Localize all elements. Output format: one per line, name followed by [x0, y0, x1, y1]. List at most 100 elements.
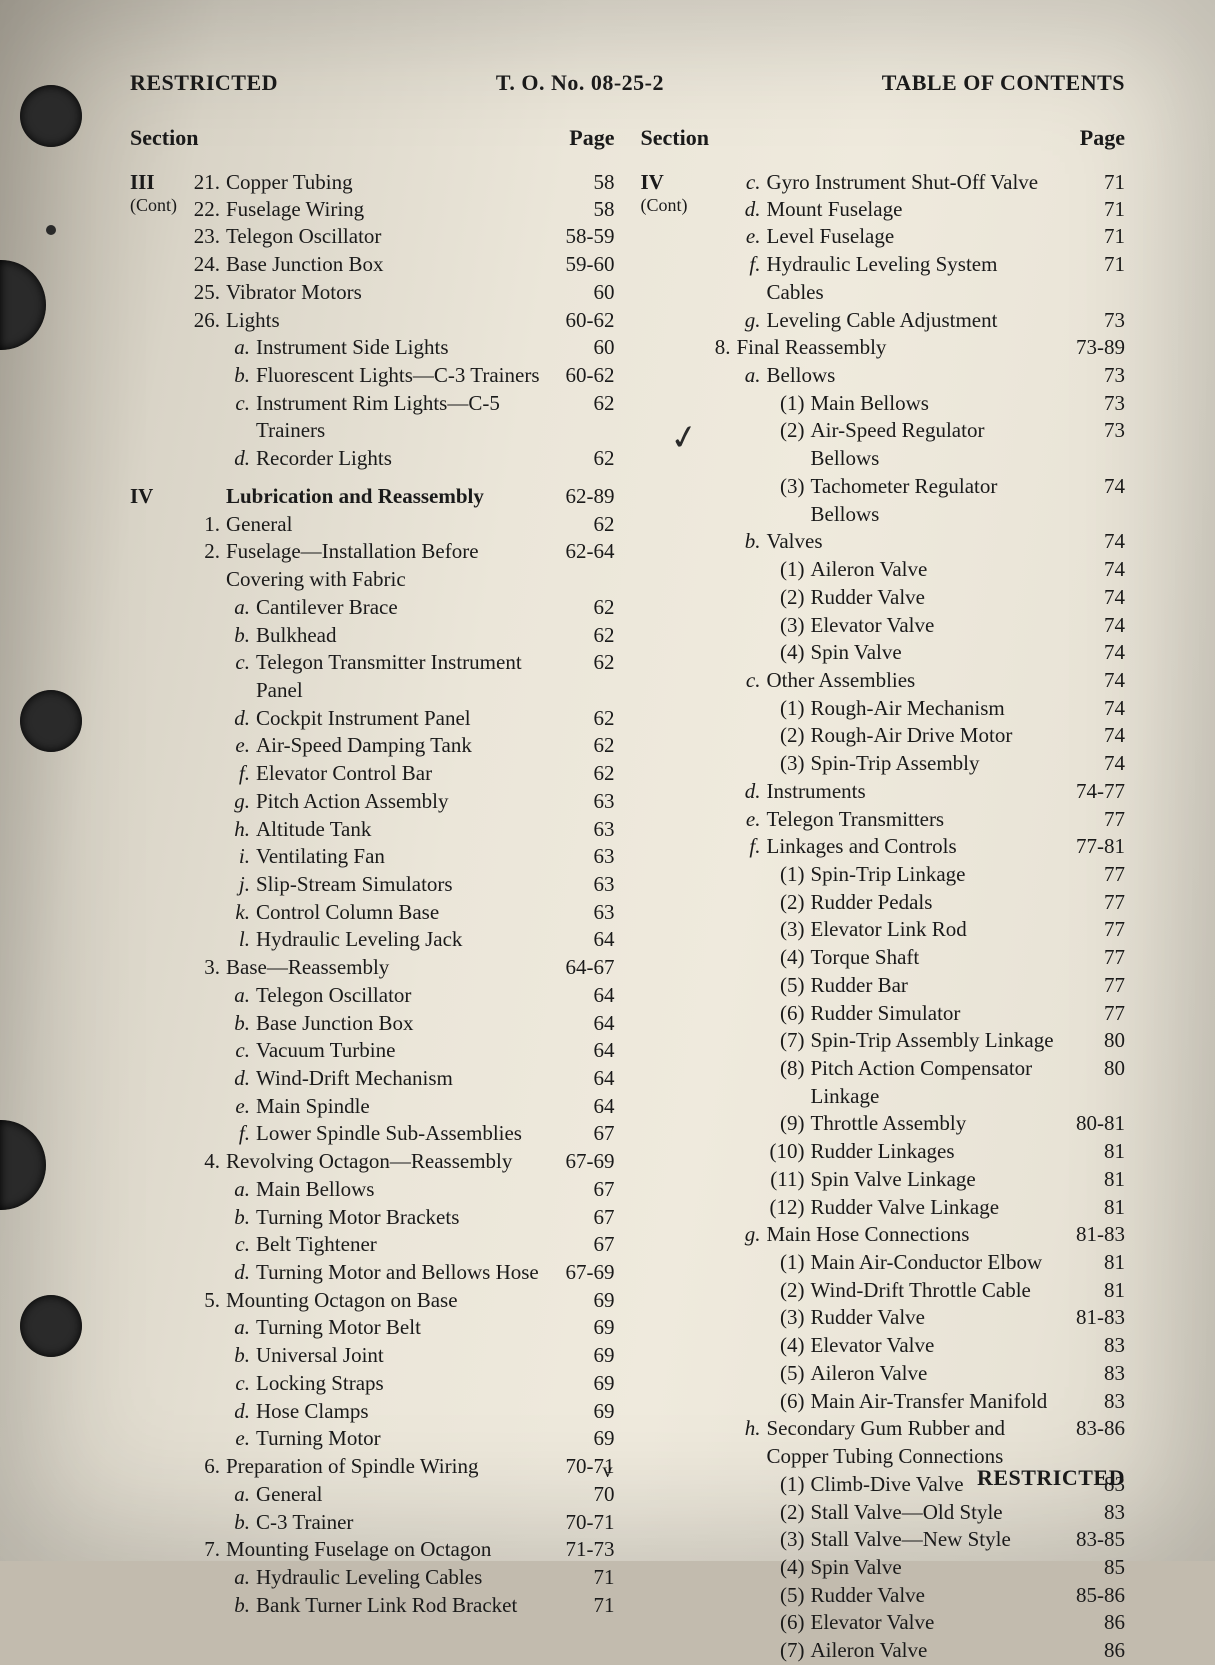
toc-label: Torque Shaft: [811, 944, 1064, 972]
toc-page: 69: [553, 1314, 615, 1342]
toc-label: Turning Motor and Bellows Hose: [256, 1259, 553, 1287]
toc-subletter: g.: [226, 788, 256, 816]
toc-label: Lights: [226, 307, 553, 335]
toc-page: 81-83: [1063, 1304, 1125, 1332]
toc-subletter: c.: [226, 649, 256, 677]
toc-entry: (4)Torque Shaft77: [641, 944, 1126, 972]
toc-entry: (1)Aileron Valve74: [641, 556, 1126, 584]
toc-subletter: h.: [226, 816, 256, 844]
toc-page: 71: [1063, 196, 1125, 224]
toc-subletter: d.: [737, 778, 767, 806]
toc-page: 77: [1063, 861, 1125, 889]
toc-subnumber: (4): [767, 639, 811, 667]
toc-label: Bulkhead: [256, 622, 553, 650]
toc-page: 77: [1063, 889, 1125, 917]
toc-entry: (11)Spin Valve Linkage81: [641, 1166, 1126, 1194]
toc-section-roman: IV: [641, 169, 701, 197]
toc-subnumber: (5): [767, 1360, 811, 1388]
toc-page: 62: [553, 705, 615, 733]
toc-subletter: b.: [226, 1592, 256, 1620]
toc-entry: 4.Revolving Octagon—Reassembly67-69: [130, 1148, 615, 1176]
toc-entry: (2)Wind-Drift Throttle Cable81: [641, 1277, 1126, 1305]
header-title: TABLE OF CONTENTS: [882, 70, 1125, 96]
toc-label: Rough-Air Drive Motor: [811, 722, 1064, 750]
toc-label: Hydraulic Leveling Cables: [256, 1564, 553, 1592]
toc-label: Hydraulic Leveling Jack: [256, 926, 553, 954]
toc-entry: b.Valves74: [641, 528, 1126, 556]
toc-page: 71: [553, 1592, 615, 1620]
toc-label: Base Junction Box: [226, 251, 553, 279]
toc-label: Copper Tubing: [226, 169, 553, 197]
toc-number: 5.: [190, 1287, 226, 1315]
toc-subnumber: (2): [767, 417, 811, 445]
toc-entry: 24.Base Junction Box59-60: [130, 251, 615, 279]
toc-page: 83: [1063, 1360, 1125, 1388]
toc-entry: (1)Rough-Air Mechanism74: [641, 695, 1126, 723]
toc-subletter: a.: [226, 1564, 256, 1592]
toc-page: 69: [553, 1342, 615, 1370]
toc-page: 74: [1063, 584, 1125, 612]
toc-page: 64: [553, 1010, 615, 1038]
toc-page: 73-89: [1063, 334, 1125, 362]
toc-page: 60-62: [553, 362, 615, 390]
toc-page: 70-71: [553, 1509, 615, 1537]
toc-subnumber: (3): [767, 750, 811, 778]
toc-page: 64: [553, 926, 615, 954]
toc-subletter: f.: [737, 251, 767, 279]
toc-label: Spin Valve: [811, 1554, 1064, 1582]
toc-entry: 7.Mounting Fuselage on Octagon71-73: [130, 1536, 615, 1564]
toc-entry: j.Slip-Stream Simulators63: [130, 871, 615, 899]
toc-entry: (6)Elevator Valve86: [641, 1609, 1126, 1637]
toc-label: Air-Speed Regulator Bellows: [811, 417, 1064, 472]
toc-entry: e.Main Spindle64: [130, 1093, 615, 1121]
toc-label: Aileron Valve: [811, 1360, 1064, 1388]
toc-entry: b.Fluorescent Lights—C-3 Trainers60-62: [130, 362, 615, 390]
toc-subnumber: (2): [767, 1499, 811, 1527]
toc-page: 63: [553, 899, 615, 927]
toc-page: 81: [1063, 1249, 1125, 1277]
toc-label: Ventilating Fan: [256, 843, 553, 871]
toc-entry: IVLubrication and Reassembly62-89: [130, 483, 615, 511]
toc-entry: 23.Telegon Oscillator58-59: [130, 223, 615, 251]
toc-page: 74: [1063, 556, 1125, 584]
toc-entry: (2)Rudder Valve74: [641, 584, 1126, 612]
toc-page: 83-86: [1063, 1415, 1125, 1443]
toc-subnumber: (7): [767, 1637, 811, 1665]
toc-section-roman: III: [130, 169, 190, 197]
toc-label: Vacuum Turbine: [256, 1037, 553, 1065]
toc-subnumber: (2): [767, 722, 811, 750]
toc-label: Other Assemblies: [767, 667, 1064, 695]
toc-label: Bank Turner Link Rod Bracket: [256, 1592, 553, 1620]
toc-page: 63: [553, 816, 615, 844]
toc-label: Turning Motor Brackets: [256, 1204, 553, 1232]
toc-label: Aileron Valve: [811, 556, 1064, 584]
toc-entry: a.Instrument Side Lights60: [130, 334, 615, 362]
toc-label: Final Reassembly: [737, 334, 1064, 362]
toc-label: Main Hose Connections: [767, 1221, 1064, 1249]
toc-page: 64-67: [553, 954, 615, 982]
toc-entry: (5)Rudder Valve85-86: [641, 1582, 1126, 1610]
toc-entry: d.Wind-Drift Mechanism64: [130, 1065, 615, 1093]
toc-page: 60: [553, 334, 615, 362]
toc-subnumber: (7): [767, 1027, 811, 1055]
toc-page: 83: [1063, 1332, 1125, 1360]
toc-subletter: f.: [226, 760, 256, 788]
toc-page: 77: [1063, 944, 1125, 972]
toc-subnumber: (9): [767, 1110, 811, 1138]
toc-page: 85: [1063, 1554, 1125, 1582]
toc-label: Linkages and Controls: [767, 833, 1064, 861]
toc-subnumber: (11): [767, 1166, 811, 1194]
toc-entry: (6)Main Air-Transfer Manifold83: [641, 1388, 1126, 1416]
toc-page: 74: [1063, 639, 1125, 667]
toc-page: 62: [553, 622, 615, 650]
toc-page: 77: [1063, 806, 1125, 834]
toc-entry: k.Control Column Base63: [130, 899, 615, 927]
toc-subnumber: (10): [767, 1138, 811, 1166]
toc-label: Rudder Simulator: [811, 1000, 1064, 1028]
colhead-section: Section: [641, 125, 709, 151]
toc-page: 81-83: [1063, 1221, 1125, 1249]
toc-page: 81: [1063, 1166, 1125, 1194]
toc-label: C-3 Trainer: [256, 1509, 553, 1537]
toc-label: Cantilever Brace: [256, 594, 553, 622]
toc-page: 62: [553, 594, 615, 622]
